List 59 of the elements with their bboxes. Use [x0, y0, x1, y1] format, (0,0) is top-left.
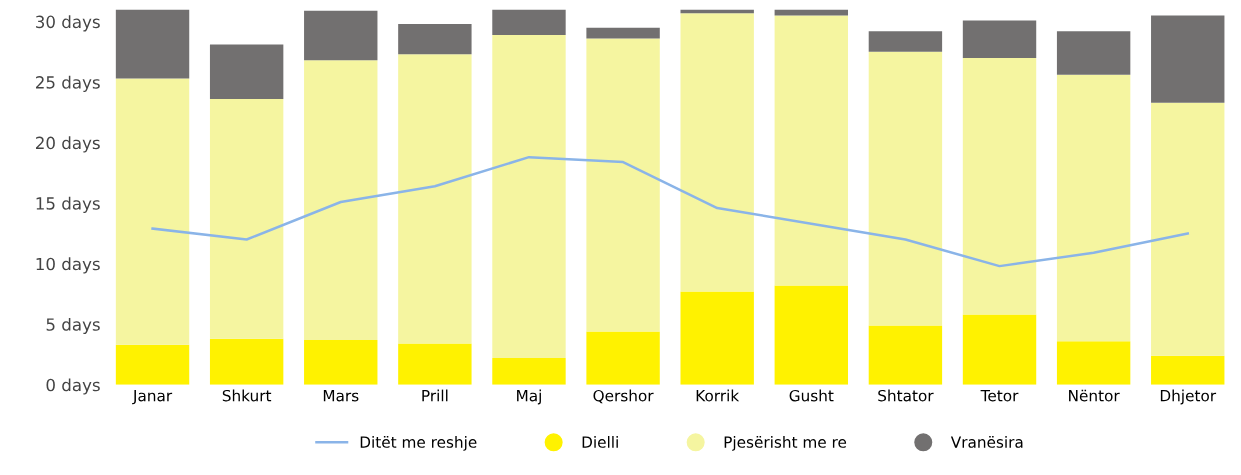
bar: [868, 31, 943, 52]
x-tick-label: Janar: [132, 390, 173, 405]
bar: [962, 314, 1037, 385]
bar: [586, 27, 660, 39]
bar: [304, 10, 378, 61]
x-tick-label: Dhjetor: [1160, 389, 1217, 405]
bar: [586, 331, 660, 385]
bar: [398, 343, 472, 385]
y-tick-label: 0 days: [46, 378, 100, 395]
bar: [1056, 341, 1131, 385]
legend-label: Ditët me reshje: [360, 436, 477, 451]
bar: [962, 57, 1037, 315]
bar: [492, 9, 566, 35]
bar: [962, 20, 1037, 58]
y-tick-label: 20 days: [36, 136, 100, 153]
bar: [209, 338, 284, 385]
x-tick-label: Mars: [323, 390, 359, 402]
y-tick-label: 15 days: [36, 196, 100, 213]
bar: [868, 51, 943, 326]
bar: [492, 358, 566, 385]
line-series: [151, 155, 1189, 268]
x-tick-label: Nëntor: [1069, 389, 1120, 402]
bar: [1151, 102, 1225, 356]
y-tick-label: 5 days: [46, 317, 100, 335]
bar: [774, 9, 849, 16]
legend-label: Pjesërisht me re: [724, 436, 847, 451]
bar: [868, 325, 943, 385]
x-tick-label: Qershor: [593, 389, 654, 404]
bar: [398, 24, 472, 55]
bar: [1056, 31, 1131, 75]
bar: [1151, 355, 1225, 385]
x-tick-label: Maj: [517, 389, 541, 405]
legend-label: Dielli: [582, 436, 618, 448]
bar: [680, 13, 754, 292]
x-tick-label: Tetor: [980, 390, 1019, 402]
bar: [209, 44, 284, 100]
bar: [115, 9, 190, 79]
bar: [304, 339, 378, 385]
x-tick-label: Shkurt: [222, 389, 272, 402]
bar: [1151, 15, 1225, 103]
bar: [680, 291, 754, 385]
x-tick-label: Gusht: [789, 389, 834, 402]
y-tick-label: 10 days: [36, 257, 100, 274]
x-tick-label: Shtator: [878, 389, 934, 402]
bar: [398, 54, 472, 344]
bar: [304, 60, 378, 340]
bar: [115, 344, 190, 385]
x-tick-label: Prill: [422, 389, 448, 402]
bar: [115, 78, 190, 345]
bar: [209, 99, 284, 339]
x-tick-label: Korrik: [696, 389, 740, 402]
bar: [774, 15, 849, 286]
y-tick-label: 30 days: [36, 15, 100, 32]
bar: [586, 38, 660, 332]
y-tick-label: 25 days: [36, 75, 100, 92]
legend-label: Vranësira: [950, 436, 1023, 448]
bar: [492, 34, 566, 359]
bar: [774, 285, 849, 385]
bar: [1056, 74, 1131, 342]
